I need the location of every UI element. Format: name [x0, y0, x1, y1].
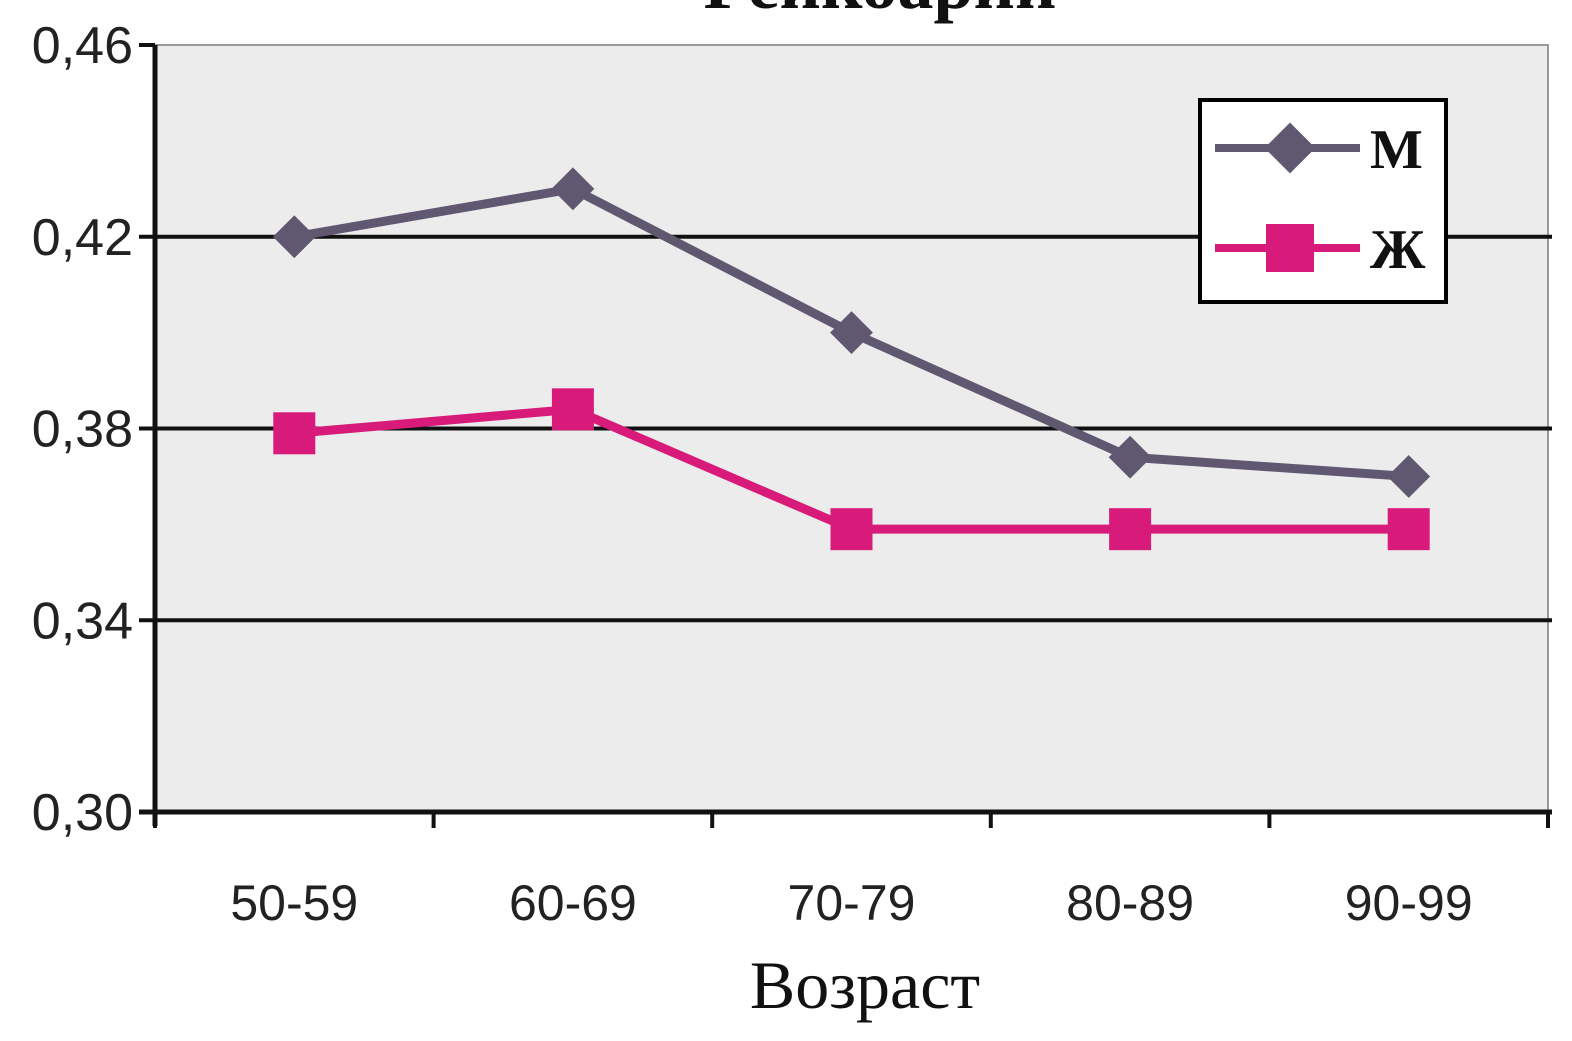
- series-layer: [272, 167, 1431, 551]
- data-point-square: [1387, 508, 1430, 551]
- data-point-diamond: [830, 311, 873, 355]
- y-tick-label: 0,38: [32, 401, 133, 459]
- series-2: [273, 388, 1430, 551]
- data-point-diamond: [1108, 435, 1152, 479]
- data-point-square: [830, 508, 873, 551]
- legend: МЖ: [1198, 98, 1448, 304]
- axes: [139, 45, 1552, 826]
- data-point-diamond: [1264, 122, 1316, 174]
- x-tick-label: 80-89: [1066, 875, 1194, 931]
- legend-label: Ж: [1370, 219, 1426, 281]
- data-point-square: [551, 388, 594, 431]
- data-point-diamond: [1387, 455, 1431, 498]
- y-tick-label: 0,30: [32, 784, 133, 842]
- data-point-square: [1266, 224, 1314, 272]
- x-tick-label: 90-99: [1345, 875, 1473, 931]
- y-axis-ticks: 0,30 0,34 0,38 0,42 0,46: [32, 17, 155, 842]
- data-point-square: [1109, 508, 1152, 551]
- y-tick-label: 0,46: [32, 17, 133, 75]
- x-axis-ticks: 50-59 60-69 70-79 80-89 90-99: [153, 812, 1550, 931]
- y-tick-label: 0,42: [32, 209, 133, 267]
- legend-item: Ж: [1215, 219, 1426, 281]
- legend-item: М: [1215, 119, 1423, 181]
- legend-box: [1198, 98, 1448, 304]
- data-point-square: [273, 412, 316, 455]
- x-tick-label: 70-79: [788, 875, 916, 931]
- x-tick-label: 50-59: [230, 875, 358, 931]
- series-1: [272, 167, 1431, 498]
- x-axis-title: Возраст: [750, 947, 980, 1023]
- data-point-diamond: [551, 167, 595, 211]
- data-point-diamond: [272, 215, 316, 259]
- chart-title: Pейкоарии: [704, 0, 1057, 24]
- legend-label: М: [1370, 119, 1423, 181]
- x-tick-label: 60-69: [509, 875, 637, 931]
- y-tick-label: 0,34: [32, 592, 133, 650]
